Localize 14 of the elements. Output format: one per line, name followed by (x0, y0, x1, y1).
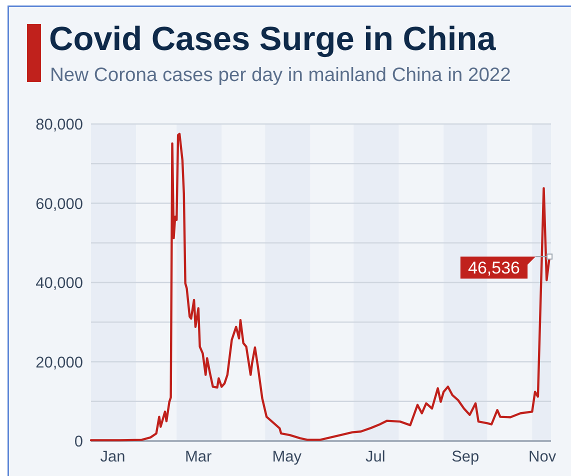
y-tick-label: 0 (74, 434, 84, 451)
y-tick-label: 40,000 (36, 275, 84, 292)
x-tick-label: Jan (100, 448, 126, 466)
x-tick-label: Nov (528, 448, 556, 466)
chart-title: Covid Cases Surge in China (49, 21, 496, 58)
x-tick-label: Jul (366, 448, 386, 466)
x-tick-label: May (272, 448, 302, 466)
y-tick-label: 60,000 (36, 196, 84, 213)
x-tick-label: Mar (185, 448, 212, 466)
chart-subtitle: New Corona cases per day in mainland China in 2022 (50, 65, 511, 86)
x-tick-label: Sep (452, 448, 480, 466)
annotation: 46,536 (468, 258, 520, 278)
y-tick-label: 20,000 (36, 354, 84, 372)
y-tick-label: 80,000 (36, 116, 84, 134)
